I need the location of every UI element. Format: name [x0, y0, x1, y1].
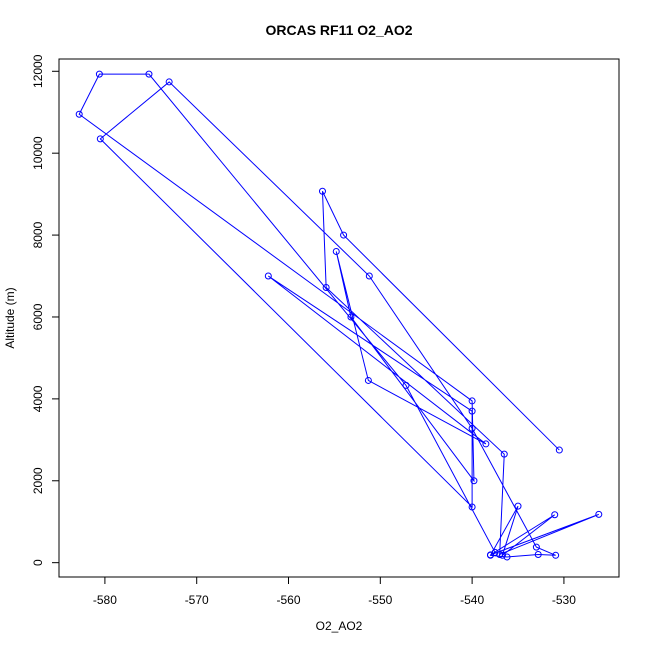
- data-point: [468, 397, 476, 405]
- series-line: [78, 73, 599, 558]
- y-tick-label: 8000: [31, 221, 45, 248]
- data-point: [96, 135, 104, 143]
- x-tick-label: -570: [185, 593, 209, 607]
- data-point: [503, 553, 511, 561]
- y-tick-label: 2000: [31, 467, 45, 494]
- chart-title: ORCAS RF11 O2_AO2: [265, 22, 412, 38]
- y-tick-label: 10000: [31, 136, 45, 170]
- data-point: [498, 551, 506, 559]
- data-point: [340, 231, 348, 239]
- data-point: [364, 376, 372, 384]
- x-tick-label: -530: [552, 593, 576, 607]
- x-axis: -580 -570 -560 -550 -540 -530: [93, 576, 576, 607]
- data-point: [514, 502, 522, 510]
- data-point: [555, 446, 563, 454]
- data-point: [532, 543, 540, 551]
- x-tick-label: -550: [368, 593, 392, 607]
- data-point: [552, 551, 560, 559]
- data-point: [468, 407, 476, 415]
- data-point: [402, 381, 410, 389]
- data-point: [332, 247, 340, 255]
- y-tick-label: 4000: [31, 385, 45, 412]
- y-axis: 0 2000 4000 6000 8000 10000 12000: [31, 54, 60, 566]
- data-point: [496, 550, 504, 558]
- data-series: [75, 70, 603, 561]
- x-tick-label: -580: [93, 593, 117, 607]
- x-axis-label: O2_AO2: [316, 619, 363, 633]
- data-point: [468, 424, 476, 432]
- data-point: [145, 70, 153, 78]
- data-point: [595, 510, 603, 518]
- y-tick-label: 0: [31, 559, 45, 566]
- data-point: [75, 110, 83, 118]
- plot-area: [58, 58, 620, 578]
- data-point: [491, 548, 499, 556]
- data-point: [500, 450, 508, 458]
- data-point: [347, 313, 355, 321]
- y-tick-label: 6000: [31, 303, 45, 330]
- data-point: [551, 511, 559, 519]
- data-point: [482, 440, 490, 448]
- data-point: [365, 272, 373, 280]
- data-point: [470, 477, 478, 485]
- data-point: [264, 272, 272, 280]
- y-axis-label: Altitude (m): [3, 287, 17, 348]
- data-point: [95, 70, 103, 78]
- y-tick-label: 12000: [31, 54, 45, 88]
- x-tick-label: -560: [276, 593, 300, 607]
- data-point: [468, 503, 476, 511]
- data-point: [534, 550, 542, 558]
- data-point: [165, 78, 173, 86]
- data-point: [322, 283, 330, 291]
- data-point: [318, 187, 326, 195]
- x-tick-label: -540: [460, 593, 484, 607]
